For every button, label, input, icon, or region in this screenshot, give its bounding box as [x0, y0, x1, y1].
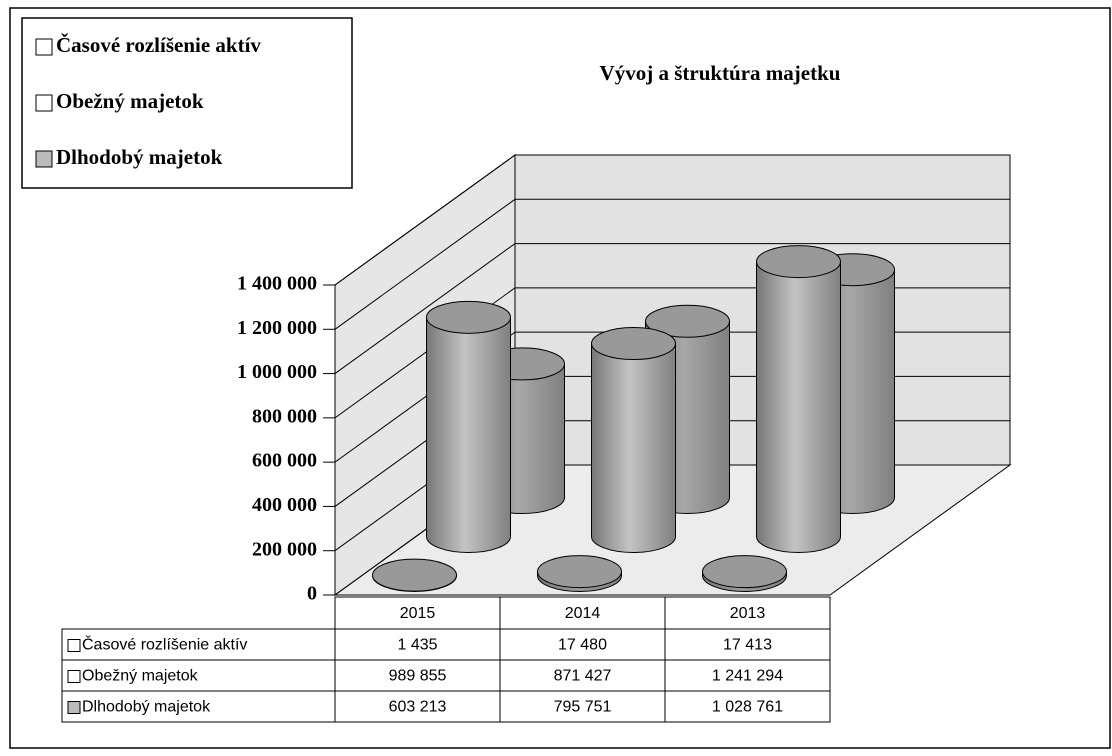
table-value: 603 213 [389, 699, 447, 716]
legend-box [21, 17, 353, 189]
x-tick-label: 2014 [565, 605, 601, 622]
cylinder-top [537, 555, 622, 589]
table-value: 17 480 [558, 637, 607, 654]
cylinder-top [702, 555, 787, 589]
table-row-label: Dlhodobý majetok [82, 699, 211, 716]
cylinder [756, 261, 841, 553]
legend-label: Obežný majetok [56, 89, 204, 113]
table-value: 17 413 [723, 637, 772, 654]
y-tick-label: 0 [307, 583, 317, 605]
y-tick-label: 400 000 [252, 494, 317, 516]
table-value: 989 855 [389, 668, 447, 685]
table-value: 871 427 [554, 668, 612, 685]
table-value: 1 435 [397, 637, 437, 654]
table-swatch [67, 701, 81, 714]
grid-line [334, 198, 1010, 330]
cylinder-top [591, 327, 676, 361]
table-row-label: Časové rozlíšenie aktív [82, 635, 247, 654]
y-tick-label: 1 400 000 [237, 273, 317, 295]
table-value: 1 241 294 [712, 668, 783, 685]
y-tick-label: 800 000 [252, 405, 317, 427]
y-tick-label: 1 200 000 [237, 317, 317, 339]
legend-label: Časové rozlíšenie aktív [56, 33, 261, 57]
cylinder-top [645, 304, 730, 338]
grid-line [334, 154, 1010, 286]
table-value: 795 751 [554, 699, 612, 716]
y-tick-label: 1 000 000 [237, 361, 317, 383]
legend-swatch [35, 38, 53, 56]
cylinder [591, 343, 676, 553]
legend-swatch [35, 94, 53, 112]
table-body-box [61, 628, 831, 723]
table-row-label: Obežný majetok [82, 668, 199, 685]
table-header-box [334, 596, 831, 630]
legend-label: Dlhodobý majetok [56, 145, 223, 169]
y-tick-label: 600 000 [252, 450, 317, 472]
table-swatch [67, 670, 81, 683]
x-tick-label: 2013 [730, 605, 766, 622]
cylinder [426, 316, 511, 553]
cylinder-top [372, 558, 457, 592]
table-value: 1 028 761 [712, 699, 783, 716]
table-swatch [67, 639, 81, 652]
grid-line [334, 243, 1010, 374]
legend-swatch [35, 150, 53, 168]
cylinder-top [756, 245, 841, 279]
cylinder-top [426, 300, 511, 334]
x-tick-label: 2015 [400, 605, 436, 622]
y-tick-label: 200 000 [252, 538, 317, 560]
chart-title: Vývoj a štruktúra majetku [600, 61, 841, 85]
